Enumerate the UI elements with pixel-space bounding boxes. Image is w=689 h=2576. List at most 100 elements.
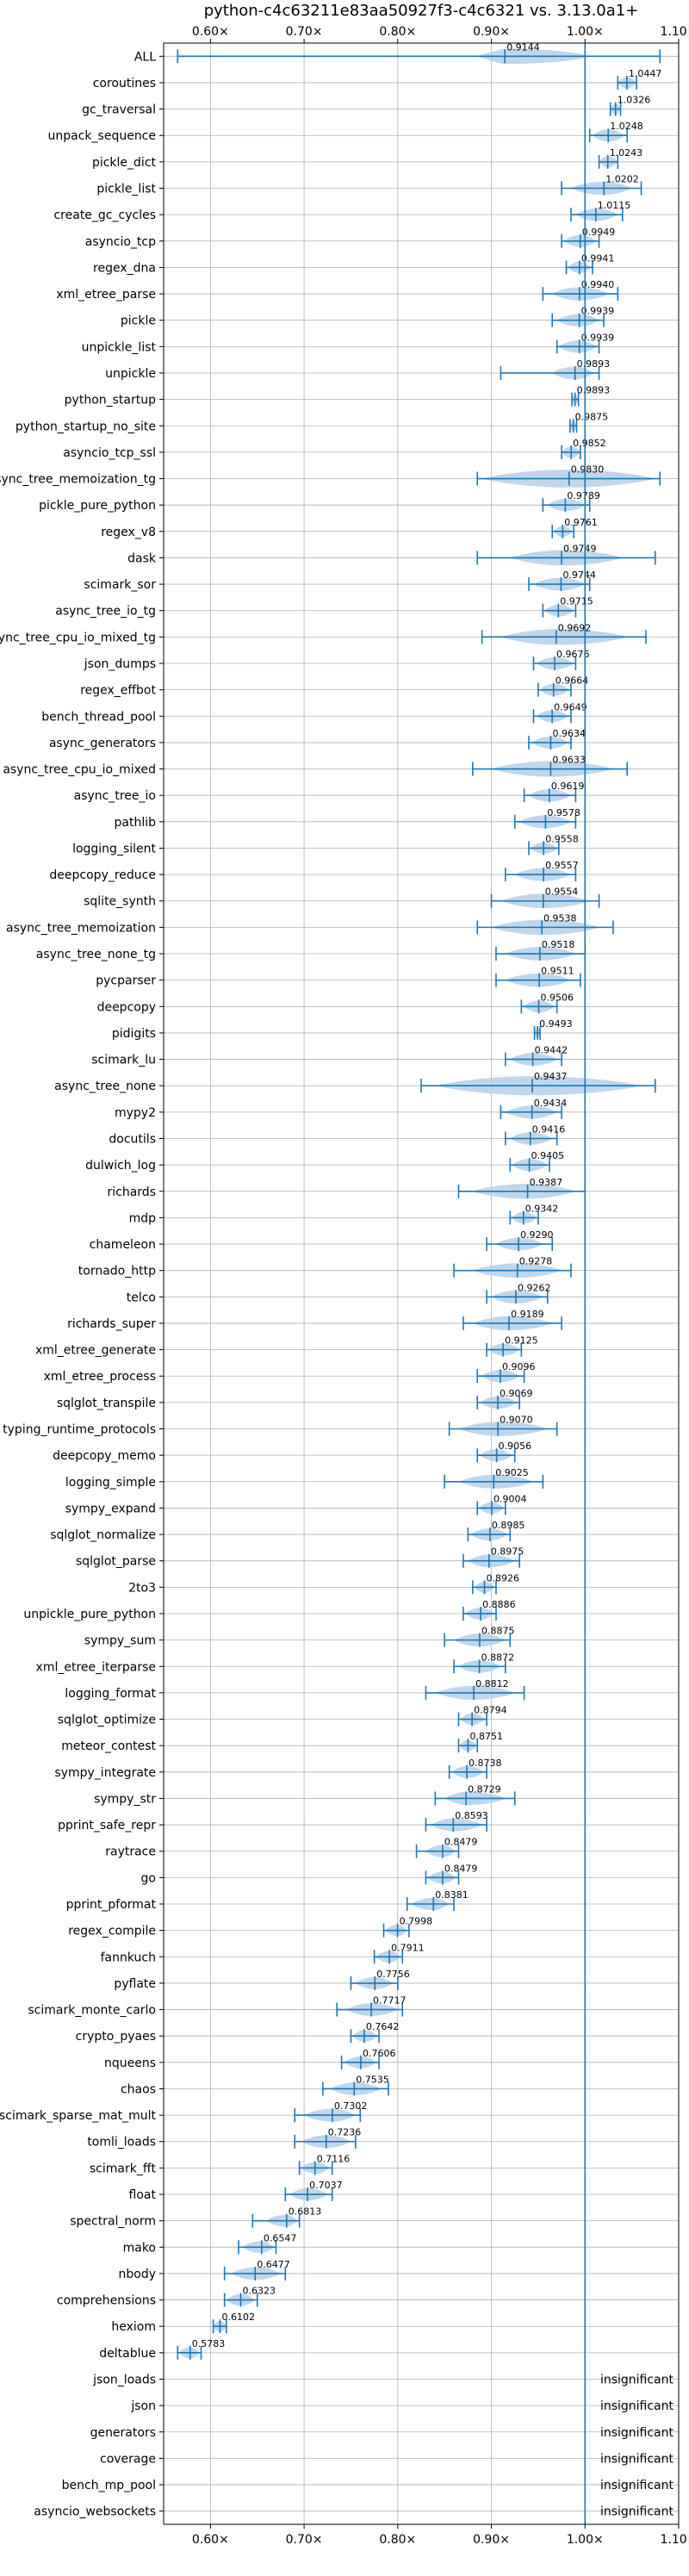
row-label: hexiom	[111, 2320, 156, 2334]
value-annotation: 0.9558	[545, 833, 579, 844]
plot-frame	[163, 42, 680, 2525]
value-annotation: 0.9949	[582, 227, 616, 238]
row-label: sympy_str	[94, 1792, 156, 1806]
row-label: create_gc_cycles	[53, 208, 156, 222]
value-annotation: 0.9557	[545, 860, 579, 871]
value-annotation: 0.9387	[530, 1177, 563, 1188]
x-tick-label-top: 0.70×	[286, 25, 323, 39]
value-annotation: 0.9025	[495, 1467, 529, 1478]
value-annotation: 0.7535	[356, 2074, 389, 2085]
row-label: chameleon	[90, 1238, 156, 1252]
row-label: mdp	[129, 1211, 157, 1225]
x-tick-label-top: 1.00×	[567, 25, 604, 39]
value-annotation: 0.7998	[400, 1916, 433, 1927]
row-label: nqueens	[104, 2056, 156, 2070]
row-label: python_startup_no_site	[16, 420, 156, 433]
row-label: mako	[123, 2241, 156, 2255]
value-annotation: 0.8381	[435, 1889, 469, 1901]
value-annotation: 0.9493	[539, 1018, 573, 1030]
row-label: docutils	[109, 1132, 156, 1146]
value-annotation: 0.6323	[242, 2286, 276, 2297]
row-label: async_tree_cpu_io_mixed_tg	[0, 631, 156, 644]
row-label: async_tree_none_tg	[36, 948, 156, 961]
value-annotation: 0.9554	[545, 887, 579, 898]
value-annotation: 0.9144	[506, 41, 540, 53]
value-annotation: 0.9096	[502, 1361, 536, 1372]
row-label: richards_super	[67, 1317, 156, 1331]
x-tick-label-top: 1.10×	[661, 25, 689, 39]
value-annotation: 0.9069	[500, 1388, 533, 1399]
value-annotation: 0.9939	[581, 332, 615, 343]
value-annotation: 0.9664	[556, 675, 589, 687]
value-annotation: 0.7037	[309, 2180, 343, 2191]
row-label: regex_effbot	[80, 684, 156, 698]
x-tick-label-bottom: 0.90×	[473, 2533, 510, 2547]
row-label: ALL	[134, 50, 156, 64]
row-label: pprint_pformat	[66, 1898, 157, 1912]
value-annotation: 1.0115	[598, 200, 631, 211]
row-label: crypto_pyaes	[76, 2030, 156, 2044]
row-label: generators	[90, 2426, 156, 2440]
row-label: nbody	[119, 2268, 157, 2281]
row-label: xml_etree_iterparse	[36, 1660, 156, 1674]
row-label: telco	[127, 1291, 156, 1304]
row-label: deltablue	[99, 2347, 156, 2361]
row-label: python_startup	[65, 394, 156, 408]
x-tick-label-bottom: 0.70×	[286, 2533, 323, 2547]
row-label: deepcopy_memo	[53, 1449, 156, 1463]
row-label: asyncio_websockets	[34, 2505, 156, 2519]
row-label: pycparser	[96, 974, 156, 988]
row-label: float	[129, 2188, 157, 2202]
row-label: scimark_fft	[90, 2162, 157, 2175]
row-label: async_tree_memoization	[6, 921, 156, 935]
value-annotation: 0.8926	[486, 1572, 519, 1584]
insignificant-label: insignificant	[600, 2399, 674, 2413]
value-annotation: 0.8812	[475, 1678, 509, 1689]
row-label: sqlglot_transpile	[57, 1397, 156, 1410]
value-annotation: 0.7606	[363, 2048, 396, 2059]
insignificant-label: insignificant	[600, 2479, 674, 2492]
value-annotation: 0.9416	[532, 1123, 566, 1135]
row-label: async_tree_cpu_io_mixed	[3, 763, 156, 777]
row-label: sqlglot_optimize	[58, 1714, 156, 1727]
value-annotation: 0.9434	[534, 1098, 568, 1109]
x-tick-label-top: 0.60×	[192, 25, 229, 39]
row-label: regex_v8	[101, 526, 156, 539]
value-annotation: 1.0447	[629, 68, 662, 79]
row-label: json	[130, 2399, 156, 2413]
row-label: xml_etree_generate	[35, 1344, 156, 1358]
row-label: scimark_lu	[91, 1054, 156, 1067]
value-annotation: 0.5783	[192, 2338, 226, 2349]
value-annotation: 0.6547	[264, 2232, 297, 2243]
value-annotation: 0.6102	[221, 2312, 255, 2323]
value-annotation: 0.7236	[328, 2127, 362, 2138]
chart-title: python-c4c63211e83aa50927f3-c4c6321 vs. …	[204, 2, 639, 20]
value-annotation: 1.0202	[605, 174, 639, 185]
value-annotation: 0.8985	[492, 1520, 525, 1531]
value-annotation: 0.9692	[558, 622, 592, 633]
row-label: pyflate	[114, 1977, 156, 1991]
value-annotation: 0.9538	[543, 912, 577, 924]
value-annotation: 0.7302	[334, 2100, 368, 2112]
row-label: asyncio_tcp	[85, 235, 156, 249]
row-label: scimark_sor	[84, 578, 156, 592]
value-annotation: 0.9875	[575, 411, 609, 422]
value-annotation: 0.9715	[560, 596, 593, 607]
x-tick-label-bottom: 0.80×	[379, 2533, 416, 2547]
value-annotation: 0.9939	[581, 306, 615, 317]
row-label: scimark_sparse_mat_mult	[0, 2109, 157, 2123]
row-label: logging_format	[65, 1687, 156, 1701]
row-label: dask	[127, 551, 157, 565]
x-tick-label-top: 0.80×	[379, 25, 416, 39]
x-tick-label-bottom: 1.10×	[661, 2533, 689, 2547]
value-annotation: 0.9004	[493, 1493, 527, 1504]
value-annotation: 0.8479	[444, 1837, 478, 1848]
row-label: gc_traversal	[82, 103, 156, 117]
row-label: 2to3	[128, 1581, 156, 1595]
plot-area: 0.60× 0.60× 0.70× 0.70× 0.80× 0.80× 0.90× 0.90×…	[0, 25, 689, 2547]
value-annotation: 0.6813	[289, 2206, 322, 2218]
row-label: comprehensions	[57, 2294, 156, 2308]
row-label: regex_dna	[93, 261, 156, 275]
value-annotation: 0.9511	[541, 966, 574, 977]
value-annotation: 0.9578	[547, 807, 580, 818]
